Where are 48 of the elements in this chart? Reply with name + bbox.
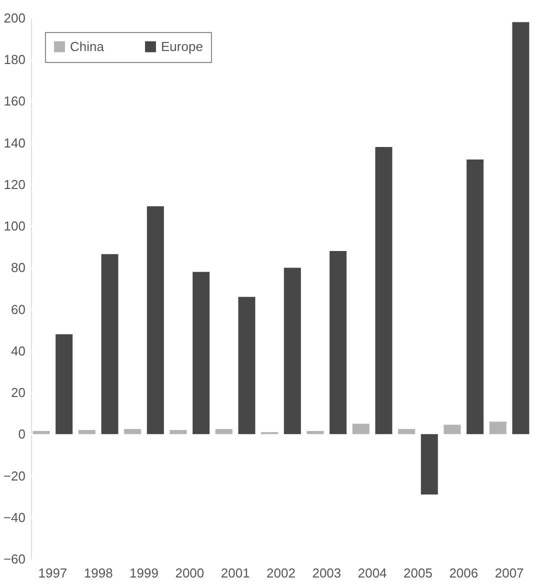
x-tick-label: 2002: [266, 566, 296, 580]
bar: [512, 22, 530, 434]
bar: [78, 430, 96, 434]
y-tick-label: 20: [11, 385, 26, 400]
legend-label: Europe: [161, 38, 203, 54]
bar: [466, 159, 484, 434]
y-tick-label: −60: [3, 552, 26, 566]
x-tick-label: 2007: [494, 566, 524, 580]
y-tick-label: 200: [4, 10, 26, 26]
y-tick-label: −20: [3, 468, 26, 484]
y-tick-label: 0: [18, 426, 26, 442]
x-tick-label: 2001: [220, 566, 250, 580]
bar: [32, 431, 50, 434]
legend-label: China: [70, 38, 105, 54]
y-tick-label: 60: [11, 302, 26, 317]
y-tick-label: 80: [11, 260, 26, 276]
x-tick-label: 1997: [38, 566, 68, 580]
y-tick-label: 160: [4, 94, 26, 109]
y-tick-label: 180: [4, 52, 26, 68]
bar: [124, 428, 142, 434]
y-tick-label: 140: [4, 135, 26, 150]
bar: [284, 268, 301, 434]
x-tick-label: 2000: [175, 566, 204, 580]
x-tick-label: 2003: [312, 566, 342, 580]
bar: [56, 334, 73, 434]
bar: [238, 296, 256, 434]
bar: [444, 424, 461, 434]
bar: [215, 428, 232, 434]
bar: [375, 147, 392, 434]
bar: [420, 434, 438, 494]
y-tick-label: 40: [11, 343, 26, 358]
x-tick-label: 2004: [358, 566, 387, 580]
bar: [306, 431, 324, 434]
bar: [352, 424, 370, 434]
bar: [330, 251, 347, 434]
x-tick-label: 1998: [84, 566, 113, 580]
bar: [146, 206, 164, 434]
x-tick-label: 2005: [404, 566, 432, 580]
x-tick-label: 2006: [449, 566, 478, 580]
bar: [398, 428, 416, 434]
y-tick-label: 100: [4, 218, 26, 234]
bar: [170, 430, 187, 434]
bar: [489, 422, 506, 434]
bar: [101, 254, 118, 434]
bar: [192, 272, 210, 434]
y-tick-label: 120: [4, 176, 26, 192]
y-tick-label: −40: [3, 510, 26, 525]
x-tick-label: 1999: [130, 566, 158, 580]
